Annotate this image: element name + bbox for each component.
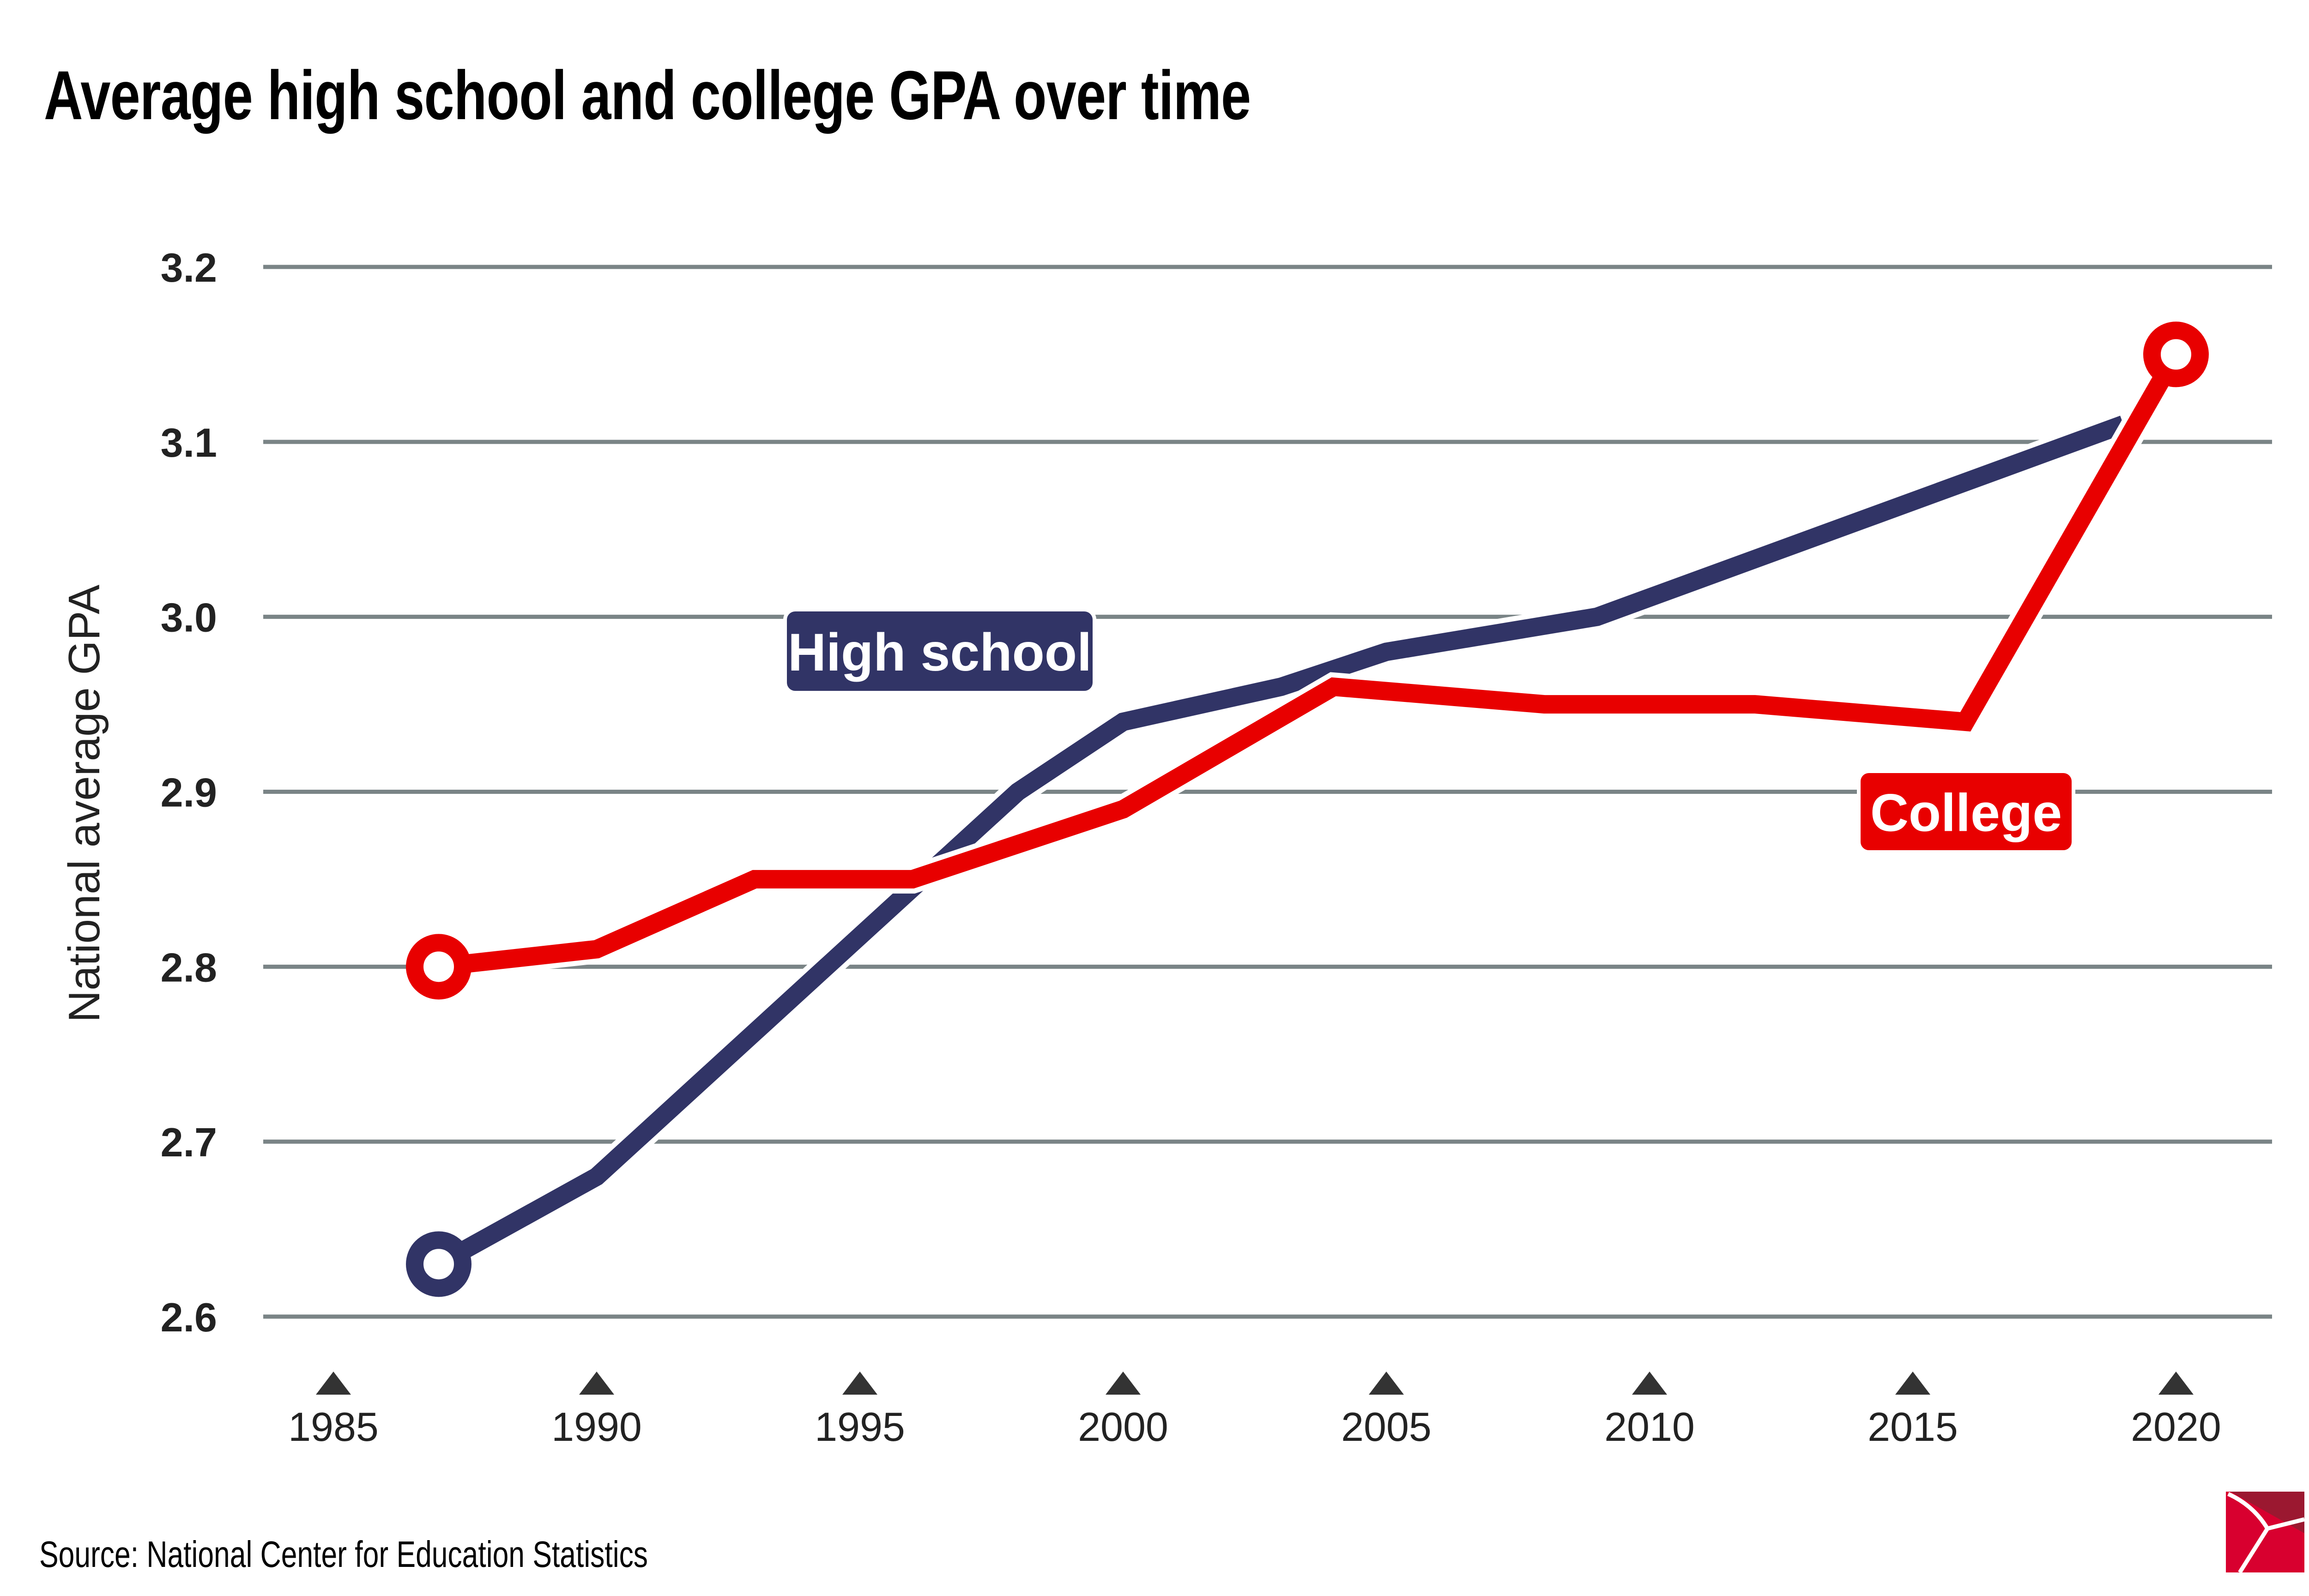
x-tick-label: 2005 (1341, 1404, 1432, 1450)
data-point (1544, 704, 1545, 705)
x-tick-label: 2015 (1868, 1404, 1958, 1450)
x-tick-marker (1632, 1372, 1667, 1395)
series-halo (437, 347, 2188, 981)
data-point (912, 878, 913, 880)
y-tick-label: 2.8 (161, 944, 217, 990)
x-tick-marker (316, 1372, 351, 1395)
endpoint-marker (406, 1231, 471, 1297)
x-axis-ticks: 1985 1990 1995 2000 2005 2010 2015 2020 (288, 1372, 2221, 1450)
x-tick-label: 2000 (1078, 1404, 1168, 1450)
x-tick-label: 2010 (1604, 1404, 1695, 1450)
x-tick-marker (2158, 1372, 2194, 1395)
data-point (1965, 721, 1966, 722)
gridlines (263, 265, 2272, 1319)
series-lines (406, 321, 2209, 1297)
data-point (1333, 686, 1334, 688)
series-label-box (1857, 769, 2075, 854)
y-axis-label: National average GPA (60, 585, 109, 1022)
endpoint-marker (2143, 321, 2209, 387)
y-tick-label: 3.1 (161, 420, 217, 466)
data-point (754, 878, 755, 880)
x-tick-marker (1106, 1372, 1141, 1395)
series-labels: High school College (783, 608, 2075, 854)
source-note: Source: National Center for Education St… (39, 1534, 648, 1575)
data-point (1123, 809, 1124, 810)
logo-icon (2226, 1492, 2304, 1572)
y-tick-label: 2.6 (161, 1294, 217, 1340)
series-label-box (783, 608, 1096, 695)
y-tick-label: 3.2 (161, 245, 217, 290)
data-point (1754, 704, 1755, 705)
data-point (1386, 651, 1387, 653)
series-line-college (437, 350, 2184, 976)
y-tick-label: 2.7 (161, 1119, 217, 1165)
y-tick-label: 2.9 (161, 770, 217, 816)
data-point (1123, 721, 1124, 722)
x-tick-label: 1990 (551, 1404, 642, 1450)
y-axis-ticks: 2.6 2.7 2.8 2.9 3.0 3.1 3.2 (161, 245, 217, 1340)
series-line-high-school (434, 416, 2127, 1272)
x-tick-label: 1995 (815, 1404, 905, 1450)
endpoint-marker (406, 934, 471, 1000)
y-tick-label: 3.0 (161, 595, 217, 641)
series-label: High school (788, 623, 1092, 682)
data-point (596, 1176, 597, 1177)
x-tick-label: 1985 (288, 1404, 379, 1450)
series-label: College (1870, 784, 2062, 843)
chart-title: Average high school and college GPA over… (44, 56, 1251, 134)
x-tick-marker (842, 1372, 877, 1395)
x-tick-marker (1895, 1372, 1930, 1395)
x-tick-label: 2020 (2131, 1404, 2221, 1450)
x-tick-marker (579, 1372, 614, 1395)
x-tick-marker (1369, 1372, 1404, 1395)
